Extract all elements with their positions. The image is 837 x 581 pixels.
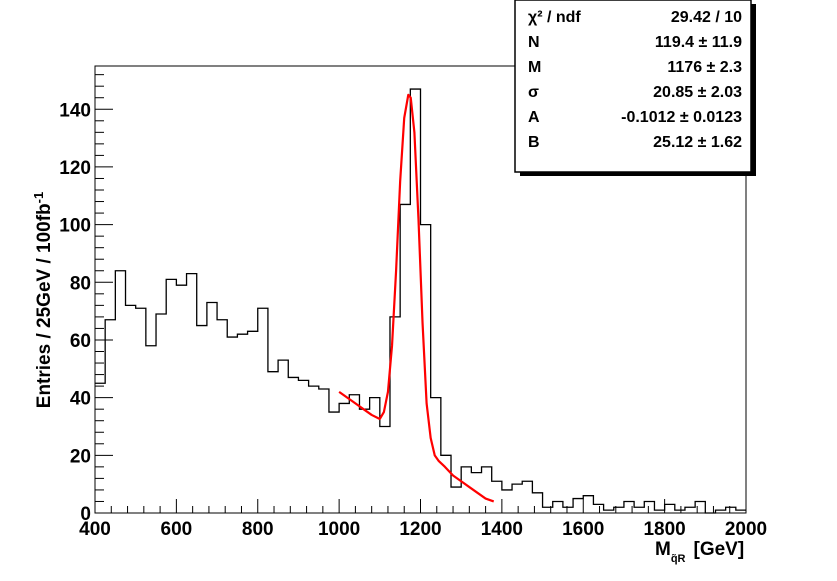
y-tick-label: 80 — [70, 273, 91, 294]
y-tick-label: 60 — [70, 331, 91, 352]
stats-row-value: 119.4 ± 11.9 — [655, 34, 742, 51]
x-axis-title-unit: [GeV] — [694, 539, 745, 560]
y-tick-label: 120 — [59, 158, 91, 179]
x-tick-label: 1200 — [399, 519, 441, 540]
stats-row-value: 20.85 ± 2.03 — [653, 84, 742, 101]
y-axis-title-text: Entries / 25GeV / 100fb — [34, 203, 55, 408]
stats-row-value: 25.12 ± 1.62 — [653, 134, 742, 151]
stats-row-label: N — [528, 34, 540, 51]
stats-row-label: B — [528, 134, 540, 151]
x-axis-title-sub: q̃R — [671, 553, 686, 565]
stats-row-label: χ² / ndf — [528, 9, 581, 26]
y-tick-label: 40 — [70, 389, 91, 410]
x-tick-label: 1800 — [643, 519, 685, 540]
stats-row-label: A — [528, 109, 540, 126]
stats-row-value: 29.42 / 10 — [671, 9, 742, 26]
stats-row-value: 1176 ± 2.3 — [667, 59, 742, 76]
x-tick-label: 1400 — [481, 519, 523, 540]
fit-stats-box: χ² / ndf 29.42 / 10 N 119.4 ± 11.9 M 1176 ± 2… — [515, 0, 756, 176]
y-tick-label: 140 — [59, 100, 91, 121]
x-tick-label: 2000 — [725, 519, 767, 540]
stats-row-label: σ — [528, 84, 539, 101]
stats-row-value: -0.1012 ± 0.0123 — [621, 109, 742, 126]
x-axis-title-main: M — [655, 539, 671, 560]
x-tick-label: 600 — [161, 519, 193, 540]
y-tick-label: 0 — [80, 504, 91, 525]
x-tick-label: 800 — [242, 519, 274, 540]
x-tick-label: 1000 — [318, 519, 360, 540]
y-axis-title: Entries / 25GeV / 100fb-1 — [31, 192, 55, 408]
x-tick-label: 1600 — [562, 519, 604, 540]
y-axis-title-sup: -1 — [31, 192, 46, 204]
y-tick-label: 100 — [59, 216, 91, 237]
stats-row-label: M — [528, 59, 541, 76]
y-tick-label: 20 — [70, 446, 91, 467]
